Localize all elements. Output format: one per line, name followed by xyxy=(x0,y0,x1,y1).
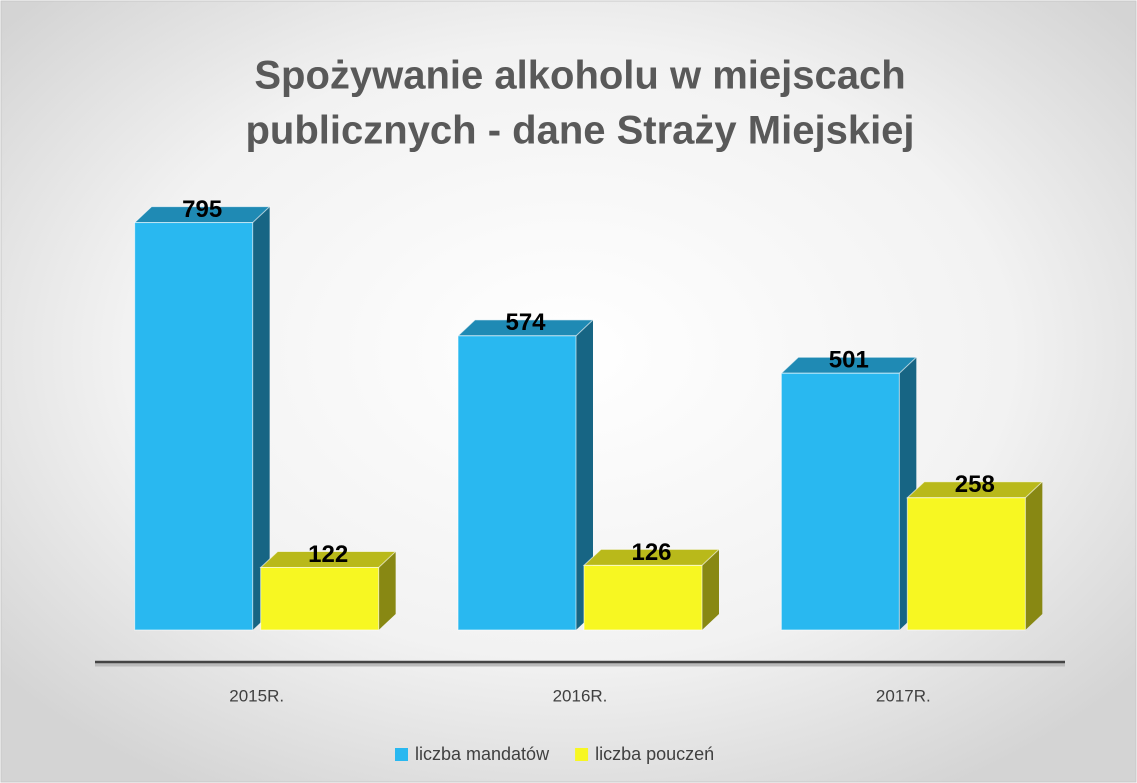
bar xyxy=(780,372,900,631)
bar-side xyxy=(252,206,270,630)
chart-title: Spożywanie alkoholu w miejscach xyxy=(254,54,905,98)
data-label: 126 xyxy=(631,539,671,566)
x-tick-label: 2015R. xyxy=(229,686,284,705)
bar-side xyxy=(378,551,396,630)
data-label: 795 xyxy=(182,196,222,223)
bar xyxy=(260,566,380,631)
bar-side xyxy=(1025,481,1043,630)
data-label: 258 xyxy=(955,471,995,498)
bar xyxy=(906,497,1026,631)
x-tick-label: 2016R. xyxy=(553,686,608,705)
bar-side xyxy=(576,319,593,630)
bar xyxy=(583,564,703,631)
legend-swatch xyxy=(395,748,408,761)
legend-swatch xyxy=(575,748,589,761)
legend-label: liczba mandatów xyxy=(415,744,550,764)
bar xyxy=(134,222,254,631)
bar xyxy=(457,335,577,631)
data-label: 122 xyxy=(308,541,348,568)
data-label: 501 xyxy=(829,347,869,374)
legend-label: liczba pouczeń xyxy=(595,744,714,764)
data-label: 574 xyxy=(505,309,546,336)
chart-subtitle: publicznych - dane Straży Miejskiej xyxy=(245,109,914,153)
bar-side xyxy=(702,549,719,630)
x-tick-label: 2017R. xyxy=(876,686,931,705)
